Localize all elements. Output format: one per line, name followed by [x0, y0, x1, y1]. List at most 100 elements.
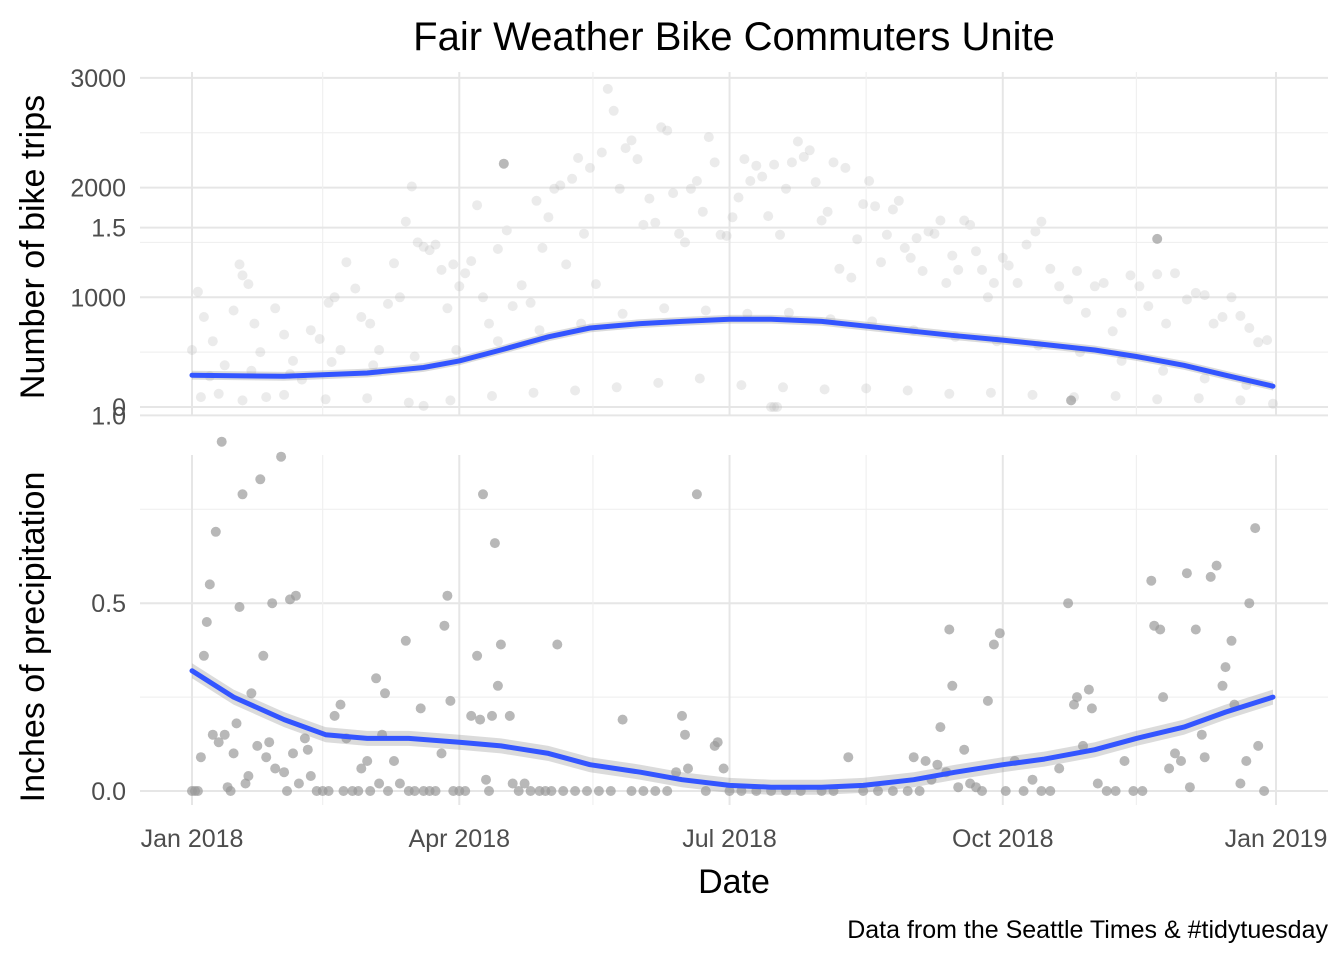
data-point	[694, 373, 705, 384]
data-point	[736, 380, 747, 391]
data-point	[195, 752, 206, 763]
data-point	[246, 365, 257, 376]
data-point	[662, 125, 673, 136]
data-point	[246, 688, 257, 699]
data-point	[252, 740, 263, 751]
data-point	[1027, 774, 1038, 785]
data-point	[1000, 786, 1011, 796]
data-point	[745, 176, 756, 186]
data-point	[228, 305, 239, 316]
data-point	[338, 786, 349, 796]
data-point	[953, 264, 964, 275]
data-point	[772, 402, 783, 412]
data-point	[472, 200, 483, 211]
data-point	[632, 154, 643, 165]
data-point	[207, 729, 218, 740]
data-point	[947, 250, 958, 261]
data-point	[326, 357, 337, 367]
data-point	[282, 786, 292, 796]
data-point	[1098, 278, 1109, 288]
data-point	[902, 786, 913, 796]
data-point	[1054, 763, 1065, 774]
data-point	[219, 729, 230, 740]
data-point	[495, 639, 506, 650]
data-point	[365, 318, 376, 329]
data-point	[409, 351, 420, 362]
caption: Data from the Seattle Times & #tidytuesd…	[847, 916, 1328, 944]
data-point	[1146, 575, 1157, 586]
data-point	[409, 786, 420, 796]
data-point	[1063, 294, 1074, 305]
data-point	[498, 158, 509, 169]
data-point	[988, 639, 999, 650]
data-point	[1253, 740, 1264, 751]
data-point	[1235, 395, 1246, 406]
data-point	[195, 392, 206, 403]
data-point	[997, 252, 1008, 263]
data-point	[1155, 624, 1166, 635]
data-point	[935, 215, 946, 226]
data-point	[988, 278, 999, 288]
data-point	[341, 257, 352, 268]
data-point	[1190, 287, 1201, 298]
data-point	[400, 216, 411, 227]
data-point	[1235, 778, 1246, 789]
data-point	[680, 237, 690, 248]
data-point	[264, 737, 275, 748]
data-point	[1244, 598, 1255, 609]
data-point	[727, 212, 738, 223]
data-point	[451, 345, 462, 355]
data-point	[902, 385, 913, 396]
data-point	[985, 387, 996, 398]
x-tick-label: Jan 2019	[1225, 825, 1328, 853]
y-tick-label: 1.5	[91, 215, 126, 243]
data-point	[923, 226, 934, 237]
data-point	[1205, 571, 1216, 582]
data-point	[576, 318, 587, 329]
data-point	[816, 215, 827, 226]
data-point	[374, 345, 385, 355]
data-point	[1107, 326, 1118, 337]
data-point	[1158, 365, 1169, 376]
data-point	[834, 263, 845, 274]
data-point	[537, 242, 548, 253]
data-point	[638, 786, 649, 796]
data-point	[1176, 756, 1186, 766]
data-point	[299, 733, 310, 744]
data-point	[371, 673, 382, 684]
data-point	[781, 183, 791, 194]
data-point	[394, 292, 405, 303]
data-point	[305, 771, 316, 781]
data-point	[1196, 729, 1207, 740]
data-point	[552, 639, 563, 650]
chart-title: Fair Weather Bike Commuters Unite	[413, 15, 1055, 59]
data-point	[611, 382, 622, 393]
data-point	[418, 241, 429, 252]
data-point	[1119, 756, 1130, 766]
data-point	[305, 325, 316, 336]
data-point	[840, 162, 851, 173]
data-point	[1030, 226, 1041, 237]
data-point	[1125, 270, 1136, 281]
data-point	[356, 312, 367, 322]
data-point	[858, 199, 869, 210]
data-point	[558, 786, 569, 796]
data-point	[1199, 752, 1210, 763]
data-point	[920, 756, 931, 766]
smooth-trend-line	[189, 668, 1276, 790]
data-point	[1027, 389, 1038, 400]
smooth-trend-line	[189, 316, 1276, 389]
data-point	[394, 778, 405, 789]
data-point	[475, 714, 486, 725]
data-point	[709, 157, 720, 168]
data-point	[602, 83, 613, 94]
data-point	[911, 233, 922, 244]
data-point	[383, 786, 393, 796]
data-point	[843, 752, 854, 763]
data-point	[216, 436, 227, 447]
data-point	[778, 382, 788, 393]
data-point	[198, 312, 209, 322]
data-point	[1086, 703, 1097, 714]
data-point	[1181, 294, 1192, 305]
data-point	[1235, 310, 1246, 321]
